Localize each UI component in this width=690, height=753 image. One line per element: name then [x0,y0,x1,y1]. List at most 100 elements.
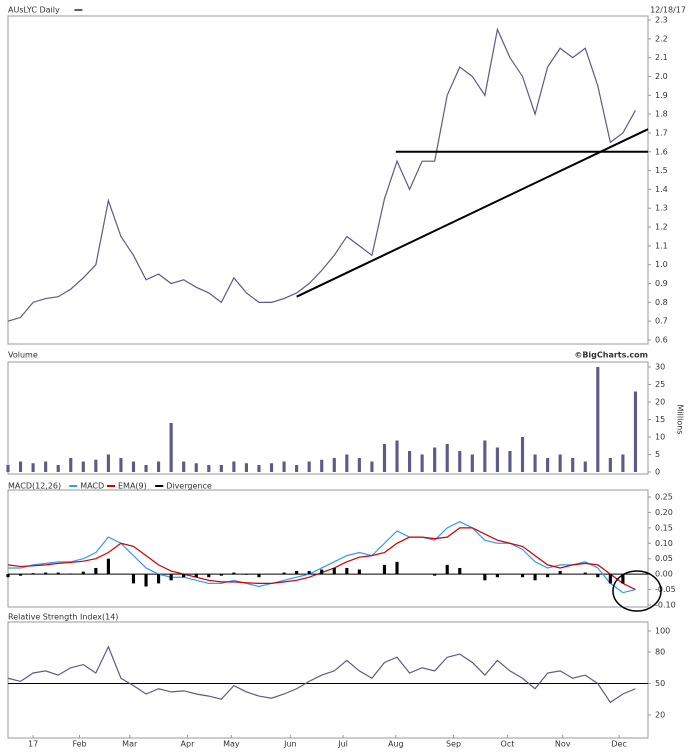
y-tick-label: 20 [655,711,665,720]
bar [169,423,173,472]
panel-frame [7,15,649,345]
bar [18,461,23,472]
bar [508,451,512,472]
bar [596,367,600,472]
bar [583,572,587,575]
bar [194,463,198,472]
bar [320,459,324,472]
bar [31,573,35,575]
y-tick-label: -0.10 [655,601,676,610]
bar [157,461,161,472]
bar [94,567,98,575]
bar [69,573,73,575]
y-tick-label: 15 [655,415,665,424]
bar [357,569,361,575]
bar [558,454,562,472]
bar [546,574,550,578]
bar [395,440,399,472]
bar [244,574,248,575]
panel-frame [7,621,649,739]
bar [282,572,286,575]
bar [269,463,274,472]
bar [395,561,399,575]
y-axis-label: Millions [676,405,685,435]
y-tick-label: 0.25 [655,493,673,502]
y-tick-label: 1.5 [655,166,668,175]
y-tick-label: 0.10 [655,539,673,548]
bar [144,465,148,472]
y-tick-label: 1.0 [655,260,668,269]
source-label: ©BigCharts.com [574,351,648,360]
bar [320,569,324,575]
y-tick-label: 0.00 [655,570,673,579]
y-tick-label: 1.4 [655,185,668,194]
x-tick-label: Sep [446,740,461,749]
bar [420,454,424,472]
bar [608,574,612,584]
y-tick-label: 0.6 [655,336,668,345]
series-line [7,645,636,704]
x-tick-label: Feb [72,740,86,749]
y-tick-label: 0.8 [655,298,668,307]
bar [244,463,248,472]
bar [219,465,223,472]
bar [470,454,474,472]
bar [6,465,10,472]
bar [621,454,625,472]
y-tick-label: 50 [655,679,665,688]
y-tick-label: 0.15 [655,523,673,532]
bar [307,571,311,575]
bar [232,572,236,575]
panel-title: Relative Strength Index(14) [8,613,118,622]
x-tick-label: 17 [28,740,38,749]
panel-title: MACD(12,26) [8,482,61,491]
legend-label: EMA(9) [118,482,147,491]
bar [56,465,60,472]
bar [257,574,261,578]
bar [558,571,562,575]
legend-label: Divergence [166,482,212,491]
x-tick-label: Jul [337,740,348,749]
bar [106,454,110,472]
bar [345,567,349,575]
y-tick-label: 1.3 [655,204,668,213]
bar [571,458,575,472]
panel-frame [7,361,649,475]
bar [44,461,48,472]
bar [44,572,48,575]
y-tick-label: 1.9 [655,91,668,100]
bar [6,574,10,578]
bar [182,461,186,472]
bar [194,574,198,578]
panel-title: AUsLYC Daily [8,6,60,15]
bar [332,567,336,575]
bar [295,571,299,575]
y-tick-label: 20 [655,398,665,407]
bar [520,574,525,578]
bar [257,465,261,472]
x-tick-label: Jun [283,740,297,749]
bar [307,461,311,472]
bar [332,458,336,472]
bar [69,458,73,472]
bar [458,451,462,472]
bar [495,574,499,578]
x-tick-label: Dec [611,740,626,749]
bar [458,567,462,575]
bar [433,574,437,576]
series-line [7,27,636,322]
y-tick-label: 2.3 [655,16,668,25]
y-tick-label: 2.0 [655,72,668,81]
bar [219,574,223,576]
bar [131,461,136,472]
bar [596,574,600,578]
bar [345,454,349,472]
bar [207,465,211,472]
y-tick-label: 30 [655,363,665,372]
bar [31,463,35,472]
bar [169,574,173,581]
bar [433,447,437,472]
bar [633,391,638,472]
bar [81,461,85,472]
bar [382,564,387,575]
